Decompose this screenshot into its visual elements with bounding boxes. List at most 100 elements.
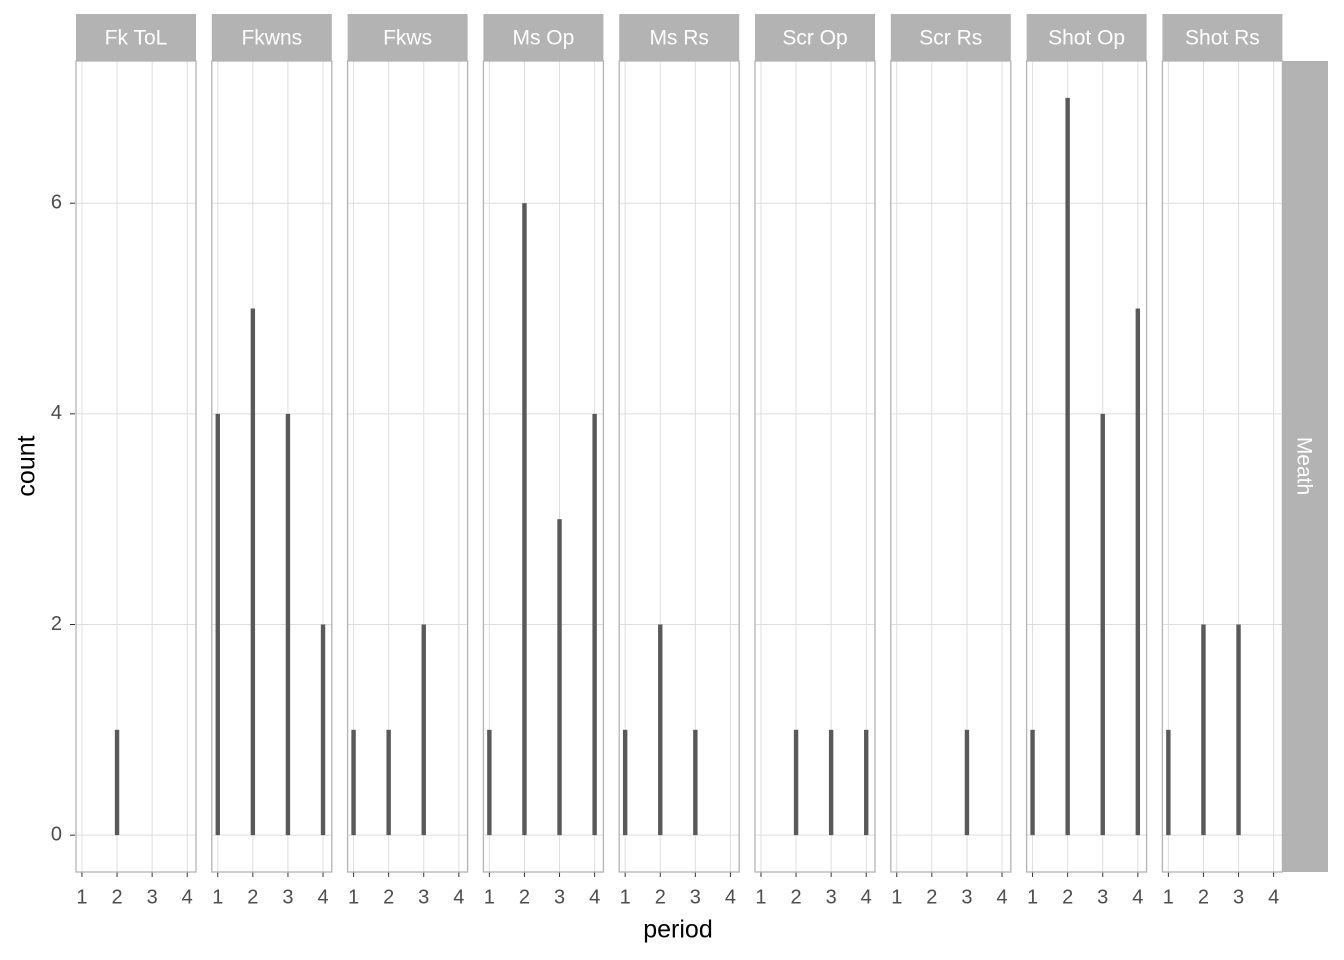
- panel-border: [75, 60, 197, 873]
- x-tick-label: 3: [826, 886, 837, 908]
- strip-label: Fkwns: [241, 27, 302, 50]
- panel-border: [890, 60, 1012, 873]
- panel-border: [1161, 60, 1284, 873]
- x-tick-label: 3: [1097, 886, 1108, 908]
- panel-border: [618, 60, 740, 873]
- panel: [347, 61, 468, 872]
- x-tick-label: 3: [147, 886, 158, 908]
- x-tick-label: 3: [554, 886, 565, 908]
- panel-border: [211, 60, 333, 873]
- x-tick-label: 4: [861, 886, 872, 908]
- strip: [890, 14, 1011, 61]
- bar: [1100, 413, 1105, 836]
- x-tick-label: 3: [961, 886, 972, 908]
- bar: [215, 413, 220, 836]
- bar: [964, 729, 970, 836]
- bar: [351, 729, 356, 836]
- bar: [693, 729, 698, 836]
- strip: [1162, 14, 1283, 61]
- panel: [211, 61, 332, 872]
- bar: [1135, 308, 1141, 836]
- panel: [76, 61, 196, 872]
- x-tick-label: 4: [996, 886, 1007, 908]
- x-tick-label: 3: [1233, 886, 1244, 908]
- x-tick-label: 2: [1198, 886, 1209, 908]
- x-tick-label: 1: [1163, 886, 1174, 908]
- bar: [622, 729, 628, 836]
- y-tick-label: 2: [51, 613, 62, 635]
- x-tick-label: 2: [247, 886, 258, 908]
- bar: [1201, 624, 1206, 836]
- x-tick-label: 4: [453, 886, 464, 908]
- bar: [557, 519, 562, 836]
- x-tick-label: 2: [1062, 886, 1073, 908]
- panel: [1162, 61, 1283, 872]
- row-strip: [1283, 61, 1328, 872]
- strip-label: Fk ToL: [105, 27, 168, 50]
- panel-border: [482, 60, 605, 873]
- bar: [658, 624, 663, 836]
- bar: [386, 729, 391, 836]
- x-tick-label: 1: [76, 886, 87, 908]
- panel: [483, 61, 604, 872]
- bar: [487, 729, 492, 836]
- bar: [250, 308, 256, 836]
- y-tick-label: 0: [51, 823, 62, 845]
- strip: [1026, 14, 1147, 61]
- y-axis-title: count: [13, 435, 41, 496]
- x-tick-label: 1: [891, 886, 902, 908]
- strip-label: Shot Rs: [1185, 27, 1260, 50]
- strip-label: Ms Rs: [649, 27, 709, 50]
- row-strip-label: Meath: [1292, 437, 1315, 495]
- x-tick-label: 1: [484, 886, 495, 908]
- x-tick-label: 4: [1268, 886, 1279, 908]
- panel: [890, 61, 1011, 872]
- x-tick-label: 1: [348, 886, 359, 908]
- bar: [1030, 729, 1035, 836]
- bar: [828, 729, 834, 836]
- strip: [755, 14, 875, 61]
- x-tick-label: 1: [755, 886, 766, 908]
- x-tick-label: 1: [212, 886, 223, 908]
- bar: [320, 624, 326, 836]
- bar: [1166, 729, 1171, 836]
- bar: [114, 729, 120, 836]
- x-tick-label: 4: [1132, 886, 1143, 908]
- x-tick-label: 1: [1027, 886, 1038, 908]
- strip-label: Scr Rs: [919, 27, 982, 50]
- x-tick-label: 2: [383, 886, 394, 908]
- strip-label: Shot Op: [1048, 27, 1125, 50]
- panel: [1026, 61, 1147, 872]
- panel: [755, 61, 875, 872]
- x-tick-label: 2: [790, 886, 801, 908]
- bar: [1065, 97, 1070, 836]
- y-tick-label: 6: [51, 191, 62, 213]
- strip-label: Fkws: [383, 27, 432, 50]
- x-tick-label: 2: [926, 886, 937, 908]
- x-tick-label: 4: [317, 886, 328, 908]
- panel-border: [1025, 60, 1148, 873]
- strip: [483, 14, 604, 61]
- x-tick-label: 2: [655, 886, 666, 908]
- strip-label: Ms Op: [512, 27, 574, 50]
- bar: [522, 203, 527, 836]
- panel-border: [346, 60, 469, 873]
- x-tick-label: 2: [111, 886, 122, 908]
- strip: [347, 14, 468, 61]
- y-tick-label: 4: [51, 402, 62, 424]
- bar: [864, 729, 869, 836]
- strip-label: Scr Op: [782, 27, 847, 50]
- panel: [619, 61, 740, 872]
- panel-border: [754, 60, 876, 873]
- strip: [619, 14, 740, 61]
- x-tick-label: 4: [182, 886, 193, 908]
- x-tick-label: 4: [725, 886, 736, 908]
- x-tick-label: 3: [282, 886, 293, 908]
- bar: [421, 624, 426, 836]
- bar: [285, 413, 291, 836]
- bar: [592, 413, 597, 836]
- x-tick-label: 3: [690, 886, 701, 908]
- strip: [76, 14, 196, 61]
